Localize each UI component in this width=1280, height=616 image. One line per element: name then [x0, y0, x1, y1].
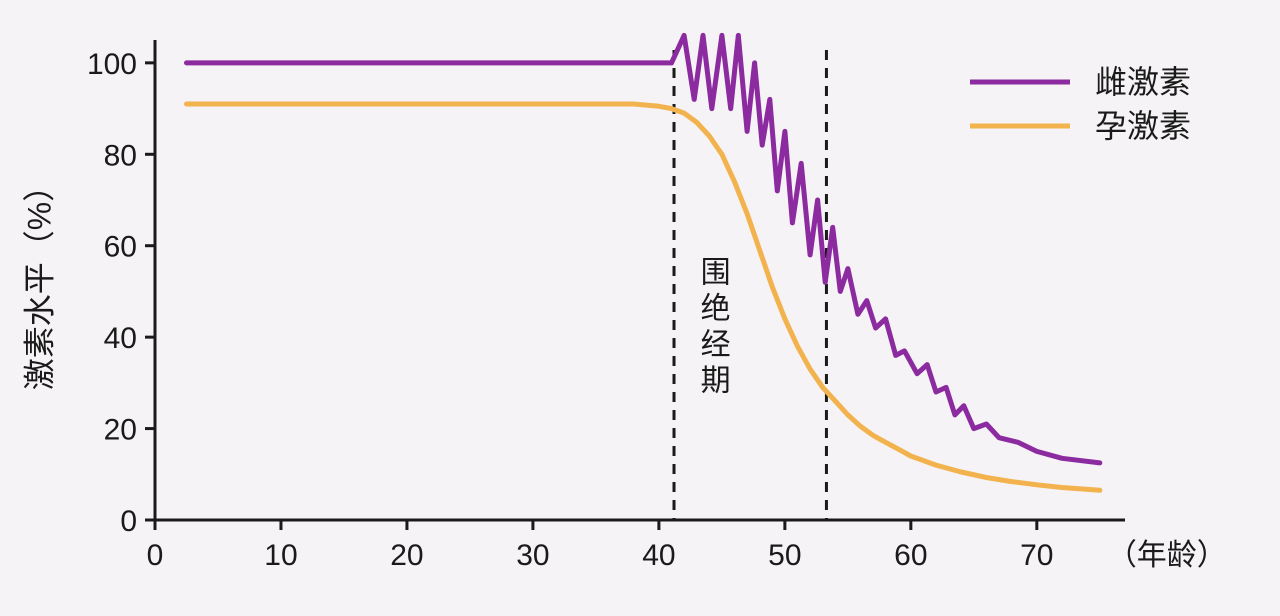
x-tick-label: 40	[642, 539, 675, 572]
x-tick-label: 0	[147, 539, 164, 572]
region-label-char: 期	[701, 364, 731, 397]
legend-label: 孕激素	[1095, 108, 1191, 144]
y-tick-label: 20	[104, 414, 137, 447]
y-tick-label: 60	[104, 231, 137, 264]
x-tick-label: 60	[894, 539, 927, 572]
legend-label: 雌激素	[1095, 64, 1191, 100]
x-tick-label: 70	[1020, 539, 1053, 572]
y-axis-label: 激素水平（%）	[21, 170, 57, 390]
y-tick-label: 100	[87, 48, 137, 81]
x-axis-label: （年龄）	[1107, 539, 1227, 572]
y-tick-label: 80	[104, 139, 137, 172]
x-tick-label: 30	[516, 539, 549, 572]
hormone-level-chart: 0 20 40 60 80 100 0 10 20 30 40 50 60 70 （年龄） 激素水平（%） 围绝…	[0, 0, 1280, 616]
region-label-char: 经	[701, 328, 731, 361]
x-tick-label: 50	[768, 539, 801, 572]
y-tick-label: 0	[120, 505, 137, 538]
region-label-char: 围	[701, 256, 731, 289]
y-tick-label: 40	[104, 322, 137, 355]
x-tick-label: 10	[264, 539, 297, 572]
x-tick-label: 20	[390, 539, 423, 572]
region-label-char: 绝	[701, 292, 731, 325]
